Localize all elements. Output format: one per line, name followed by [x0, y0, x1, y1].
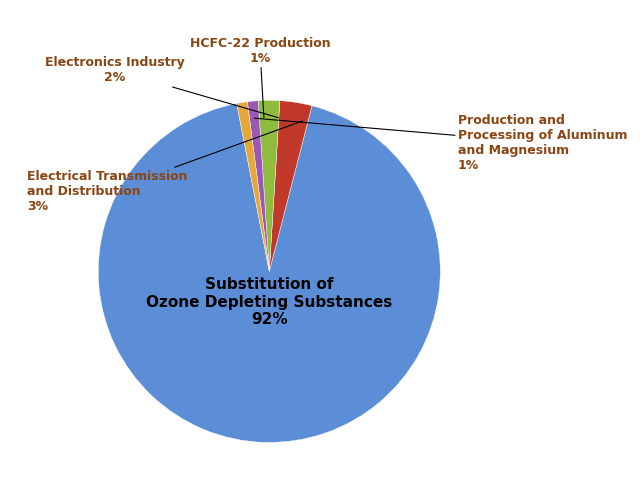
- Text: Substitution of
Ozone Depleting Substances
92%: Substitution of Ozone Depleting Substanc…: [146, 278, 392, 327]
- Text: Production and
Processing of Aluminum
and Magnesium
1%: Production and Processing of Aluminum an…: [254, 114, 627, 172]
- Text: Electronics Industry
2%: Electronics Industry 2%: [45, 56, 278, 118]
- Wedge shape: [248, 100, 269, 272]
- Wedge shape: [99, 104, 440, 442]
- Wedge shape: [269, 100, 312, 272]
- Text: HCFC-22 Production
1%: HCFC-22 Production 1%: [189, 37, 330, 117]
- Wedge shape: [258, 100, 280, 272]
- Text: Electrical Transmission
and Distribution
3%: Electrical Transmission and Distribution…: [28, 121, 302, 213]
- Wedge shape: [237, 102, 269, 272]
